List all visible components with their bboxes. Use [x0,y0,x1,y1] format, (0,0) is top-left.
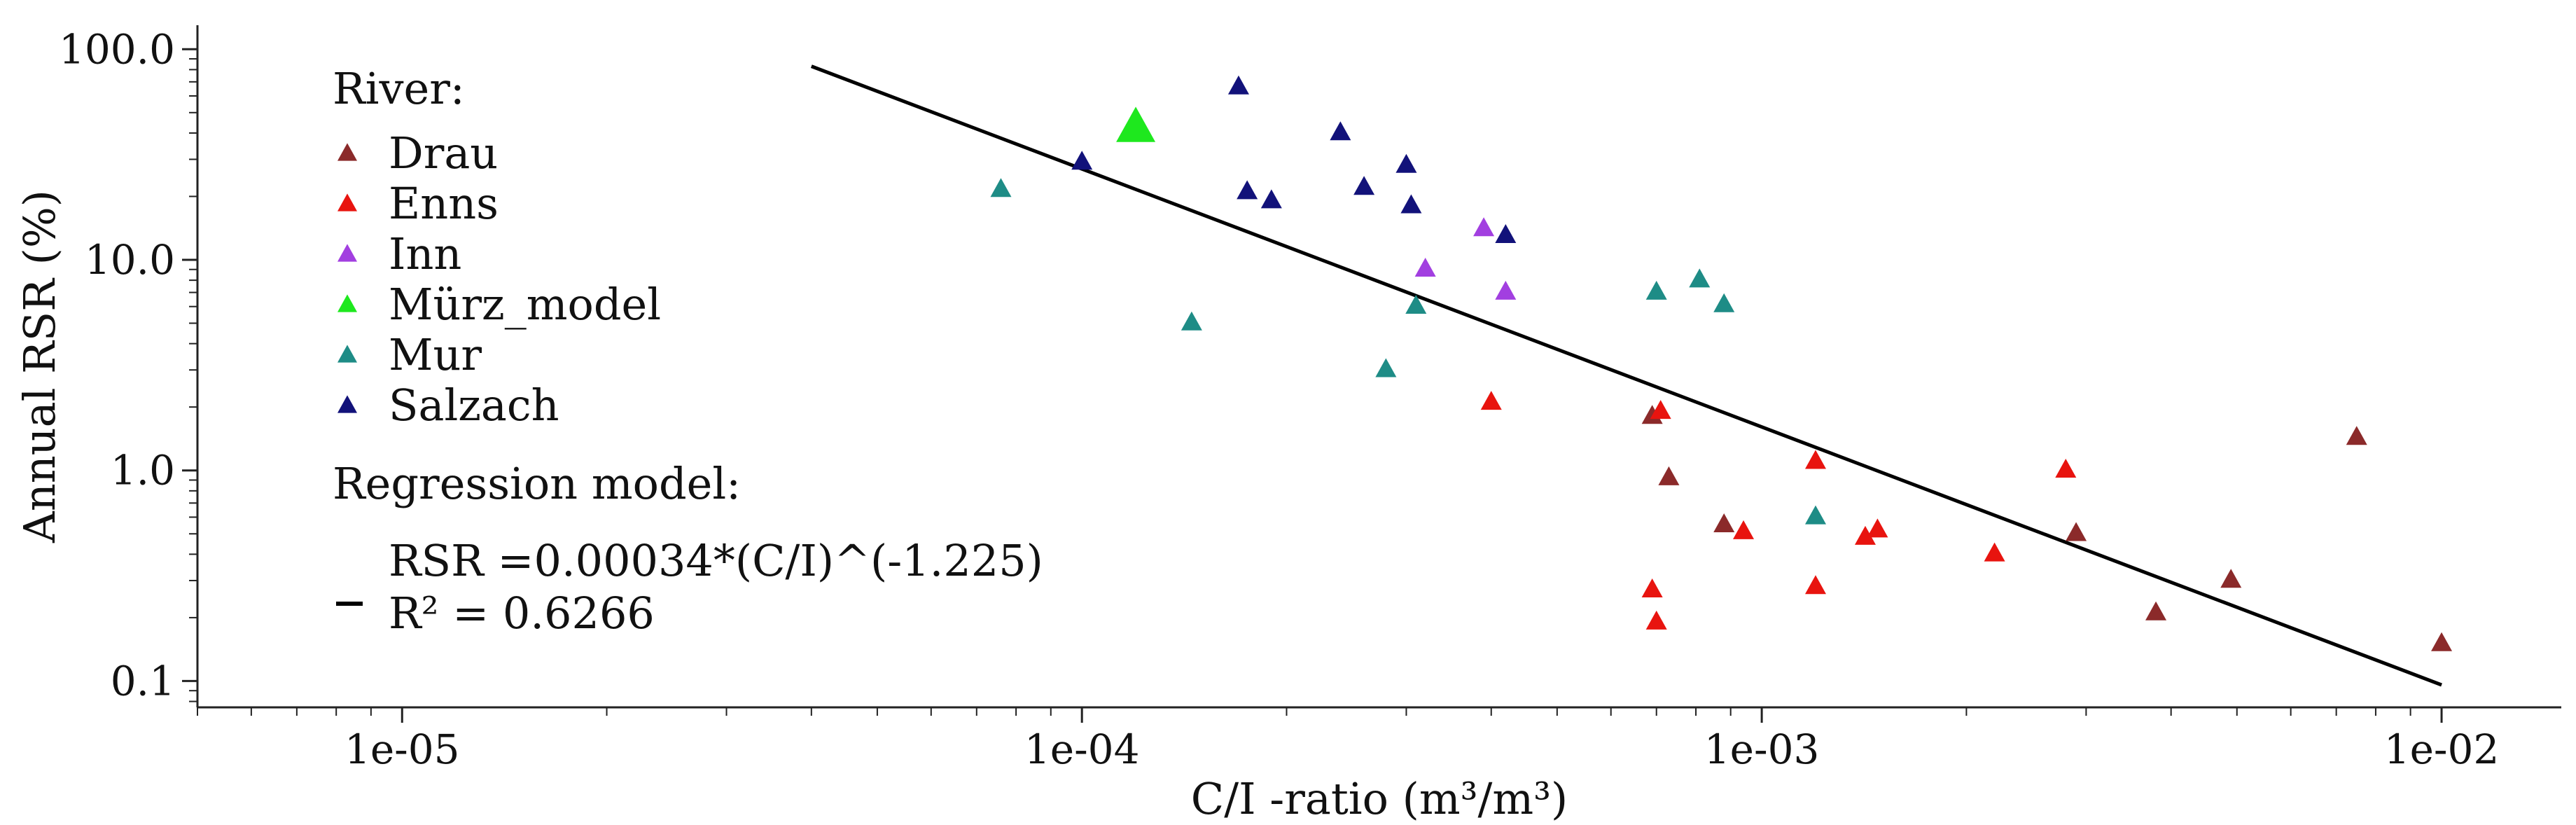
x-tick-label: 1e-04 [1024,726,1140,773]
data-point [1867,518,1888,538]
regression-equation: RSR =0.00034*(C/I)^(-1.225) [389,535,1043,586]
data-point [1473,217,1495,237]
data-point [1854,525,1876,545]
data-point [1414,258,1436,277]
data-point [1804,575,1826,595]
data-point [1395,153,1417,173]
y-tick-label: 10.0 [85,236,175,284]
data-point [1495,280,1517,300]
legend-marker [337,345,357,363]
data-point [1181,311,1202,331]
data-point [1227,75,1249,95]
legend-marker [337,143,357,161]
data-point [1658,466,1680,485]
data-point [1641,578,1663,597]
data-point [1641,405,1663,424]
data-point [1713,513,1735,533]
regression-r2: R² = 0.6266 [389,588,655,639]
data-point [1733,520,1755,539]
data-point [2346,426,2367,445]
data-point [1645,280,1667,300]
legend-label: Mur [389,329,482,380]
legend: River: Regression model: RSR =0.00034*(C… [333,63,1043,639]
data-point [2145,601,2167,621]
y-tick-label: 1.0 [111,447,175,494]
legend-marker [337,193,357,212]
x-tick-label: 1e-03 [1704,726,1820,773]
data-point [1645,610,1667,630]
legend-label: Drau [389,127,498,179]
y-axis-label: Annual RSR (%) [14,190,65,543]
data-point [990,178,1012,197]
regression-title: Regression model: [333,458,741,509]
data-point [2066,522,2087,541]
data-point [1071,151,1093,170]
legend-label: Enns [389,178,499,229]
data-point [1330,121,1351,141]
plot-area [810,64,2453,687]
data-point [1353,176,1375,195]
data-point [1237,180,1258,200]
data-point [1116,106,1156,142]
legend-label: Salzach [389,380,559,431]
x-axis-label: C/I -ratio (m³/m³) [1191,773,1568,824]
data-point [1480,391,1502,410]
data-point [1713,293,1735,312]
axes: 0.1 1.0 10.0 100.0 1e-05 1e-04 1e-03 1e-02 [59,25,2561,773]
data-point [1400,194,1422,214]
legend-marker [337,244,357,262]
y-tick-label: 0.1 [111,657,175,705]
y-tick-label: 100.0 [59,25,175,73]
legend-marker [337,395,357,413]
data-point [2220,569,2242,588]
legend-label: Mürz_model [389,279,661,330]
data-point [1405,294,1427,314]
data-point [1650,400,1671,420]
data-point [1804,505,1826,525]
data-point [1375,358,1397,377]
legend-marker [337,294,357,312]
legend-label: Inn [389,228,461,279]
data-point [1984,542,2005,562]
x-tick-label: 1e-02 [2384,726,2500,773]
data-point [2431,632,2453,651]
data-point [1689,268,1711,288]
data-point [1495,223,1517,243]
data-point [1804,450,1826,469]
data-point [2055,458,2077,478]
legend-title: River: [333,63,465,114]
x-tick-label: 1e-05 [344,726,460,773]
data-point [1260,189,1282,209]
